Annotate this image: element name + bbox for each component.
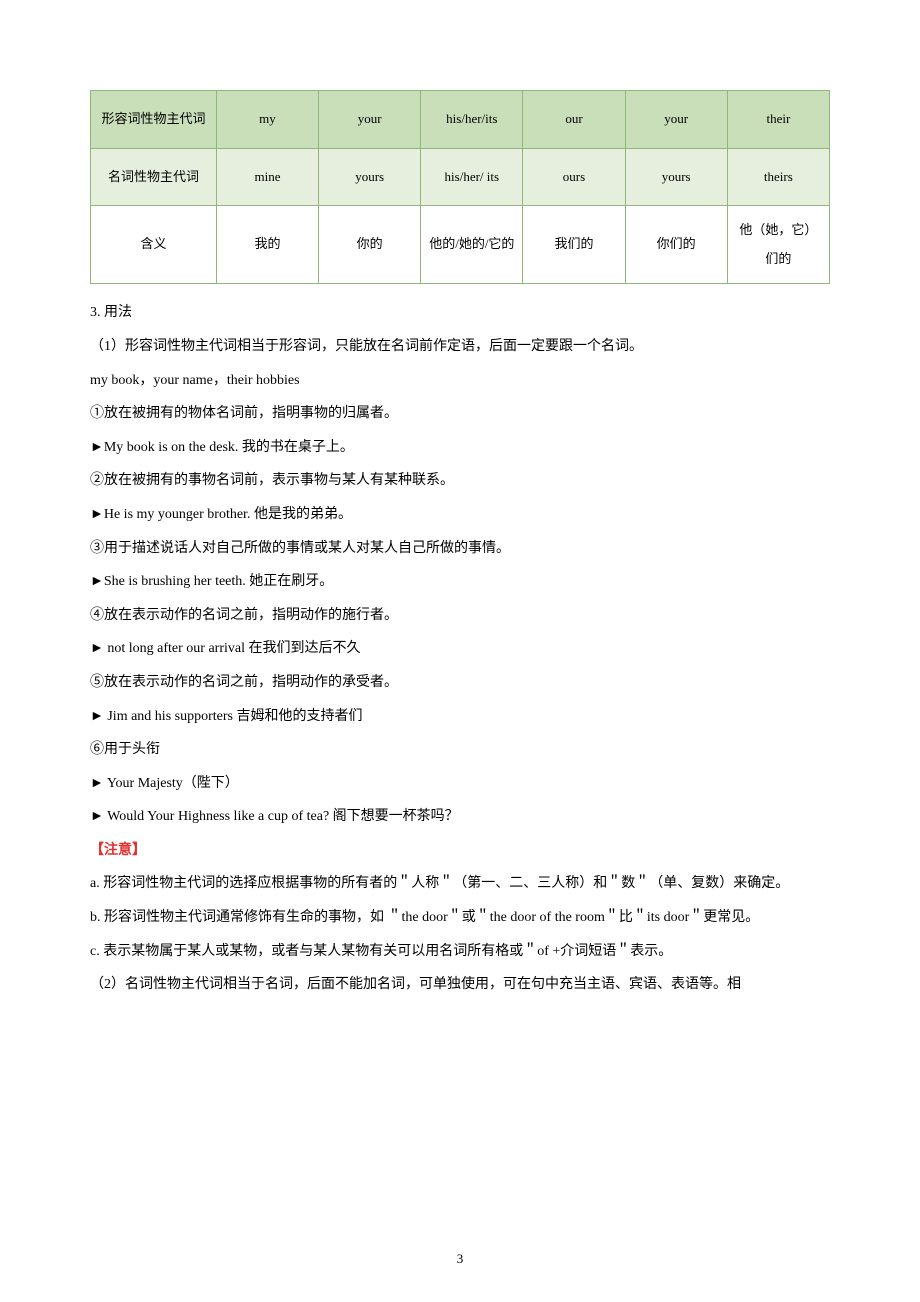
cell: our <box>523 91 625 149</box>
body-text: ► Your Majesty（陛下） <box>90 767 830 801</box>
cell: their <box>727 91 829 149</box>
note-text: b. 形容词性物主代词通常修饰有生命的事物，如 ＂the door＂或＂the … <box>90 901 830 935</box>
table-row-noun: 名词性物主代词 mine yours his/her/ its ours you… <box>91 148 830 206</box>
cell: ours <box>523 148 625 206</box>
cell: his/her/its <box>421 91 523 149</box>
body-text: ►She is brushing her teeth. 她正在刷牙。 <box>90 565 830 599</box>
row-label: 名词性物主代词 <box>91 148 217 206</box>
table-row-adjective: 形容词性物主代词 my your his/her/its our your th… <box>91 91 830 149</box>
body-text: my book，your name，their hobbies <box>90 364 830 398</box>
note-text: a. 形容词性物主代词的选择应根据事物的所有者的＂人称＂（第一、二、三人称）和＂… <box>90 867 830 901</box>
body-text: ⑤放在表示动作的名词之前，指明动作的承受者。 <box>90 666 830 700</box>
body-text: ► Would Your Highness like a cup of tea?… <box>90 800 830 834</box>
body-text: ③用于描述说话人对自己所做的事情或某人对某人自己所做的事情。 <box>90 532 830 566</box>
row-label: 含义 <box>91 206 217 284</box>
cell: your <box>319 91 421 149</box>
cell: yours <box>625 148 727 206</box>
body-text: ►He is my younger brother. 他是我的弟弟。 <box>90 498 830 532</box>
cell: 我们的 <box>523 206 625 284</box>
cell: mine <box>216 148 318 206</box>
table-row-meaning: 含义 我的 你的 他的/她的/它的 我们的 你们的 他（她，它）们的 <box>91 206 830 284</box>
cell: 他（她，它）们的 <box>727 206 829 284</box>
body-content: 3. 用法 （1）形容词性物主代词相当于形容词，只能放在名词前作定语，后面一定要… <box>90 296 830 1001</box>
body-text: ► not long after our arrival 在我们到达后不久 <box>90 632 830 666</box>
cell: yours <box>319 148 421 206</box>
body-text: ► Jim and his supporters 吉姆和他的支持者们 <box>90 700 830 734</box>
note-label: 【注意】 <box>90 834 830 868</box>
cell: 我的 <box>216 206 318 284</box>
cell: 他的/她的/它的 <box>421 206 523 284</box>
cell: 你的 <box>319 206 421 284</box>
body-text: （2）名词性物主代词相当于名词，后面不能加名词，可单独使用，可在句中充当主语、宾… <box>90 968 830 1002</box>
body-text: ②放在被拥有的事物名词前，表示事物与某人有某种联系。 <box>90 464 830 498</box>
body-text: （1）形容词性物主代词相当于形容词，只能放在名词前作定语，后面一定要跟一个名词。 <box>90 330 830 364</box>
page-number: 3 <box>0 1245 920 1274</box>
cell: 你们的 <box>625 206 727 284</box>
section-heading: 3. 用法 <box>90 296 830 330</box>
cell: my <box>216 91 318 149</box>
body-text: ④放在表示动作的名词之前，指明动作的施行者。 <box>90 599 830 633</box>
body-text: ⑥用于头衔 <box>90 733 830 767</box>
cell: your <box>625 91 727 149</box>
note-text: c. 表示某物属于某人或某物，或者与某人某物有关可以用名词所有格或＂of +介词… <box>90 935 830 969</box>
row-label: 形容词性物主代词 <box>91 91 217 149</box>
cell: his/her/ its <box>421 148 523 206</box>
body-text: ①放在被拥有的物体名词前，指明事物的归属者。 <box>90 397 830 431</box>
cell: theirs <box>727 148 829 206</box>
pronoun-table: 形容词性物主代词 my your his/her/its our your th… <box>90 90 830 284</box>
body-text: ►My book is on the desk. 我的书在桌子上。 <box>90 431 830 465</box>
